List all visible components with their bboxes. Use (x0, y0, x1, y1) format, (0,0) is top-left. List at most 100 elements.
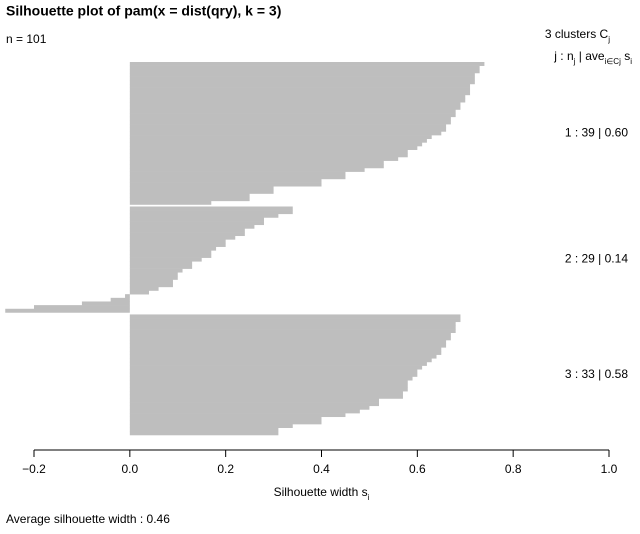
bar (129, 332, 451, 337)
bar (129, 268, 183, 273)
bar (129, 91, 471, 96)
bar (129, 224, 255, 229)
bar (129, 416, 322, 421)
bar (129, 94, 466, 99)
bar (129, 405, 370, 410)
bar (129, 80, 475, 85)
bar (129, 275, 178, 280)
bar (129, 146, 418, 150)
bar (34, 305, 130, 310)
bar (129, 250, 212, 255)
bar (129, 343, 447, 348)
bar (129, 380, 408, 385)
cluster-label: 2 : 29 | 0.14 (565, 252, 628, 266)
bar (129, 113, 456, 118)
bar (129, 336, 451, 341)
bar (129, 318, 461, 323)
cluster-label: 3 : 33 | 0.58 (565, 367, 628, 381)
legend-header-sub: i (630, 57, 632, 66)
bar (129, 239, 226, 244)
bar (129, 189, 274, 194)
bar (129, 83, 471, 88)
bar (129, 391, 403, 396)
legend-title-part: 3 clusters C (545, 27, 609, 41)
bar (129, 402, 379, 407)
bar (129, 221, 264, 226)
bar (129, 116, 451, 121)
bar (129, 200, 212, 205)
legend-header-part: | ave (575, 49, 604, 63)
bar (129, 314, 461, 319)
bar (129, 279, 173, 284)
x-axis-label-sub: i (368, 493, 370, 502)
bar (129, 290, 149, 295)
bar (129, 105, 461, 110)
bar (129, 264, 193, 269)
bar (129, 65, 480, 70)
legend-title: 3 clusters Cj (545, 27, 610, 43)
bar (129, 235, 236, 240)
bar (129, 171, 346, 176)
bar (129, 243, 226, 247)
bar (129, 228, 245, 233)
bar (129, 347, 442, 352)
legend-header-sub: j (573, 57, 576, 66)
bar (129, 76, 475, 81)
bar (129, 131, 442, 136)
chart-title: Silhouette plot of pam(x = dist(qry), k … (6, 3, 281, 19)
bar (129, 149, 408, 154)
bar (129, 361, 427, 366)
bar (129, 398, 379, 403)
bar (129, 329, 456, 334)
x-tick-label: 0.2 (217, 462, 234, 476)
bar (129, 217, 264, 222)
bar (129, 376, 413, 381)
bar (129, 186, 274, 191)
bar (129, 72, 475, 77)
bar (129, 321, 456, 326)
bar (129, 413, 346, 418)
x-tick-label: 0.4 (313, 462, 330, 476)
bar (129, 197, 250, 202)
bar (129, 178, 322, 183)
bar (129, 420, 322, 425)
bar (129, 358, 432, 363)
bar (129, 427, 279, 432)
bar (129, 246, 217, 251)
bar (129, 387, 408, 392)
legend-title-sub: j (607, 35, 610, 44)
bar (129, 369, 418, 374)
bar (129, 272, 178, 277)
bar (5, 308, 130, 313)
footer: Average silhouette width : 0.46 (6, 512, 170, 526)
bar (129, 156, 399, 161)
bar (129, 383, 408, 388)
bar (129, 409, 360, 414)
bar (129, 120, 451, 125)
bar (125, 294, 130, 299)
bar (129, 102, 461, 107)
bar (129, 372, 418, 377)
legend-header-part: j : n (553, 49, 573, 63)
x-axis-label: Silhouette width si (274, 485, 370, 501)
bar (129, 354, 437, 359)
x-tick-label: 0.6 (409, 462, 426, 476)
bar (81, 301, 130, 306)
bar (129, 365, 423, 370)
bar (129, 182, 322, 187)
bar (129, 175, 346, 180)
bar (129, 98, 466, 103)
bar (129, 261, 193, 266)
bar (129, 135, 432, 140)
bar (129, 87, 471, 92)
bar (129, 210, 293, 215)
bar (129, 127, 447, 132)
bar (129, 160, 384, 165)
bar (129, 62, 485, 66)
bar (129, 164, 384, 169)
bar (129, 394, 403, 399)
subtitle: n = 101 (6, 32, 47, 46)
bar (129, 213, 279, 218)
bar (129, 431, 279, 436)
